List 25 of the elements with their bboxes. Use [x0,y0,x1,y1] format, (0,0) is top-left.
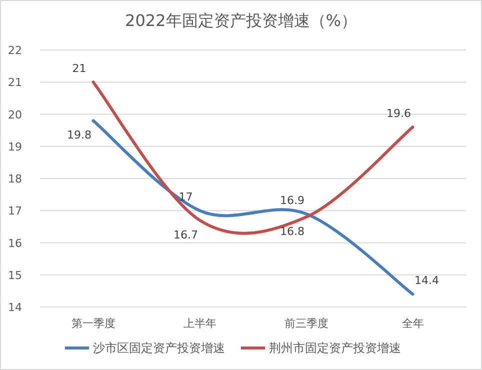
line-series [92,119,414,296]
x-tick-label: 全年 [402,317,424,330]
legend-label: 沙市区固定资产投资增速 [93,341,225,355]
data-label: 16.7 [174,228,198,242]
y-tick-label: 16 [8,236,22,250]
y-tick-label: 14 [8,301,22,314]
data-label: 16.8 [280,225,304,238]
chart-title: 2022年固定资产投资增速（%） [125,11,357,30]
y-tick-label: 17 [8,204,22,218]
y-tick-label: 15 [8,268,22,282]
x-tick-label: 第一季度 [71,317,116,330]
data-label: 17 [178,190,193,204]
data-label: 16.9 [280,194,304,207]
data-label: 19.8 [67,128,92,142]
legend-label: 荆州市固定资产投资增速 [269,341,401,355]
x-tick-label: 上半年 [183,317,216,330]
data-label: 21 [72,62,86,76]
y-tick-label: 22 [8,44,22,57]
y-tick-label: 21 [8,76,22,90]
y-tick-label: 20 [8,108,22,122]
y-tick-label: 19 [8,140,22,154]
data-label: 19.6 [386,107,411,120]
y-tick-label: 18 [8,172,22,186]
data-label: 14.4 [414,274,439,288]
x-tick-label: 前三季度 [284,317,328,330]
